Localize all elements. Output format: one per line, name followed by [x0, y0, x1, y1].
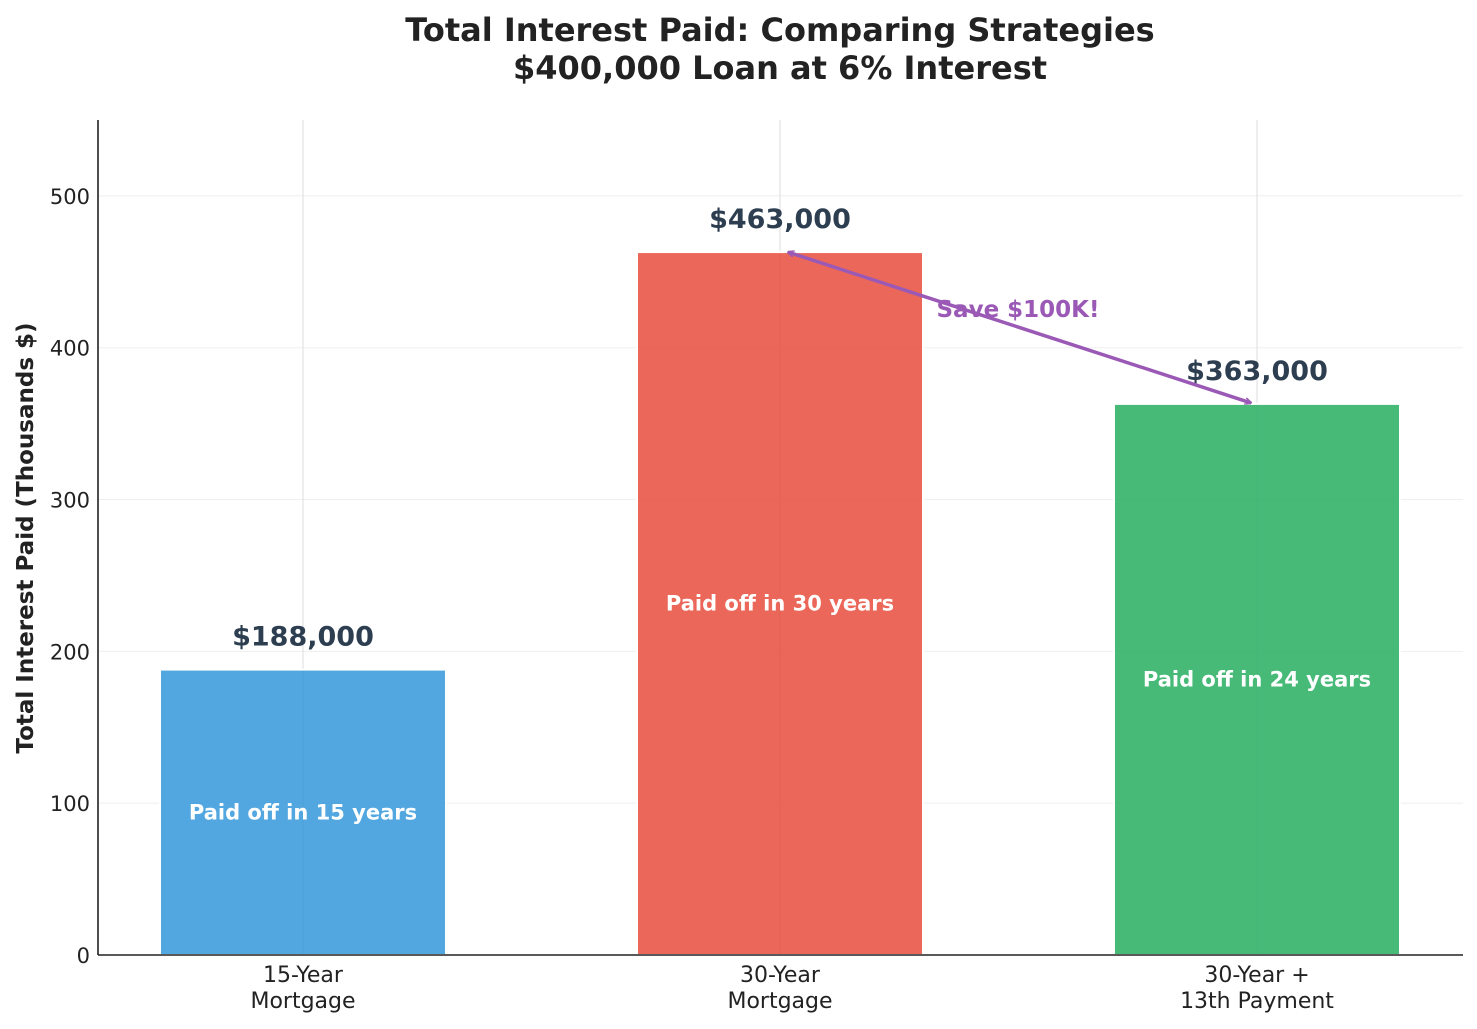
bar-value-label: $463,000 [709, 204, 851, 235]
annotation: Save $100K! [788, 252, 1251, 403]
savings-annotation: Save $100K! [936, 297, 1099, 323]
y-tick-label: 0 [77, 944, 90, 968]
chart-title-line-1: Total Interest Paid: Comparing Strategie… [405, 11, 1154, 49]
bar-inner-label: Paid off in 30 years [666, 592, 894, 616]
chart-title-line-2: $400,000 Loan at 6% Interest [513, 49, 1047, 87]
y-tick-label: 100 [50, 792, 90, 816]
x-tick-label: 30-Year + [1204, 963, 1309, 988]
savings-arrow [788, 252, 1251, 403]
bar-value-label: $188,000 [232, 622, 374, 653]
x-tick-label: 13th Payment [1180, 989, 1334, 1014]
y-tick-label: 400 [50, 337, 90, 361]
x-tick-label: 15-Year [263, 963, 344, 988]
x-tick-label: 30-Year [740, 963, 821, 988]
y-tick-label: 200 [50, 640, 90, 664]
y-tick-label: 300 [50, 489, 90, 513]
x-tick-label: Mortgage [727, 989, 832, 1014]
labels: 010020030040050015-YearMortgage30-YearMo… [50, 185, 1371, 1014]
y-tick-label: 500 [50, 185, 90, 209]
bars [159, 251, 1401, 957]
axes [97, 120, 1463, 956]
y-axis-label: Total Interest Paid (Thousands $) [13, 322, 39, 753]
bar-value-label: $363,000 [1186, 356, 1328, 387]
bar-1 [159, 668, 447, 957]
bar-inner-label: Paid off in 24 years [1143, 667, 1371, 691]
bar-inner-label: Paid off in 15 years [189, 800, 417, 824]
x-tick-label: Mortgage [250, 989, 355, 1014]
bar-3 [1113, 402, 1401, 956]
